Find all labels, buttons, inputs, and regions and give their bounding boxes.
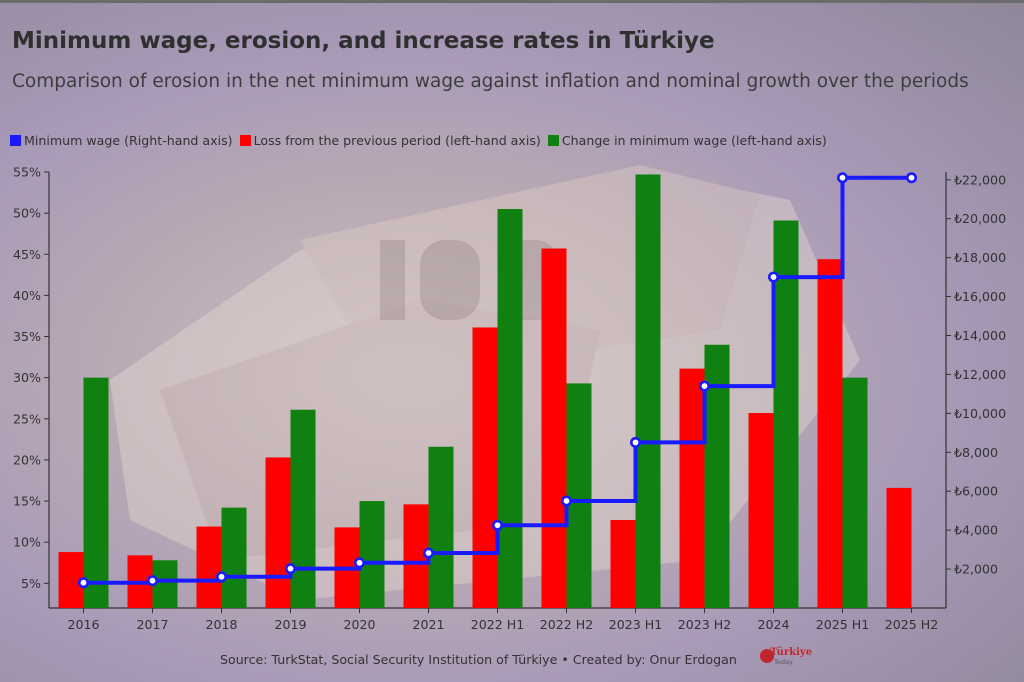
- x-axis-tick-label: 2021: [412, 617, 444, 632]
- left-axis-tick-label: 30%: [13, 370, 41, 385]
- x-axis-tick-label: 2023 H2: [678, 617, 732, 632]
- bar-change: [290, 409, 316, 608]
- chart-subtitle: Comparison of erosion in the net minimum…: [12, 71, 969, 92]
- legend-swatch-blue: [10, 135, 21, 146]
- bar-change: [566, 383, 592, 608]
- x-axis-tick-label: 2022 H2: [540, 617, 594, 632]
- left-axis-tick-label: 45%: [13, 247, 41, 262]
- right-axis-tick-label: ₺8,000: [954, 445, 998, 460]
- minimum-wage-point: [284, 563, 296, 575]
- bar-loss: [748, 413, 774, 608]
- minimum-wage-point: [905, 172, 917, 184]
- legend-swatch-red: [239, 135, 251, 146]
- legend-item-loss: Loss from the previous period (left-hand…: [239, 133, 541, 148]
- x-axis-tick-label: 2017: [136, 617, 168, 632]
- bar-change: [428, 446, 454, 608]
- x-axis-tick-label: 2022 H1: [471, 617, 525, 632]
- right-axis-tick-label: ₺22,000: [954, 172, 1006, 187]
- turkiye-today-logo: Türkiye Today: [760, 646, 812, 670]
- minimum-wage-point: [422, 547, 434, 559]
- right-axis-tick-label: ₺14,000: [954, 328, 1006, 343]
- chart-title: Minimum wage, erosion, and increase rate…: [12, 28, 715, 54]
- bar-loss: [886, 487, 912, 608]
- legend-swatch-green: [547, 135, 559, 146]
- bar-change: [359, 501, 385, 608]
- left-axis-tick-label: 5%: [21, 576, 41, 591]
- legend-item-change: Change in minimum wage (left-hand axis): [547, 133, 827, 148]
- bar-change: [635, 174, 661, 608]
- x-axis-tick-label: 2025 H2: [885, 617, 939, 632]
- bar-change: [83, 377, 109, 608]
- bar-loss: [196, 526, 222, 608]
- logo-subtext: Today: [774, 658, 793, 666]
- minimum-wage-point: [491, 519, 503, 531]
- legend-label: Change in minimum wage (left-hand axis): [561, 133, 827, 148]
- left-axis-tick-label: 50%: [13, 206, 41, 221]
- right-axis-tick-label: ₺6,000: [954, 484, 998, 499]
- right-axis-tick-label: ₺2,000: [954, 562, 998, 577]
- left-axis-tick-label: 15%: [13, 494, 41, 509]
- minimum-wage-point: [560, 495, 572, 507]
- minimum-wage-point: [216, 571, 228, 583]
- legend-label: Loss from the previous period (left-hand…: [253, 133, 541, 148]
- left-axis-tick-label: 40%: [13, 288, 41, 303]
- x-axis-tick-label: 2025 H1: [816, 617, 870, 632]
- minimum-wage-point: [767, 271, 779, 283]
- left-axis-tick-label: 10%: [13, 535, 41, 550]
- bar-change: [773, 220, 799, 609]
- x-axis-tick-label: 2019: [274, 617, 306, 632]
- legend-label: Minimum wage (Right-hand axis): [24, 133, 233, 148]
- left-axis-tick-label: 25%: [13, 411, 41, 426]
- bar-change: [221, 507, 247, 608]
- right-axis-tick-label: ₺4,000: [954, 523, 998, 538]
- x-axis-tick-label: 2024: [757, 617, 789, 632]
- bar-loss: [817, 259, 843, 608]
- minimum-wage-point: [353, 557, 365, 569]
- bar-loss: [541, 248, 567, 608]
- right-axis-tick-label: ₺18,000: [954, 250, 1006, 265]
- left-axis-tick-label: 55%: [13, 165, 41, 180]
- minimum-wage-point: [629, 436, 641, 448]
- bar-loss: [610, 519, 636, 608]
- right-axis-tick-label: ₺10,000: [954, 406, 1006, 421]
- right-axis-tick-label: ₺20,000: [954, 211, 1006, 226]
- legend: Minimum wage (Right-hand axis) Loss from…: [10, 133, 834, 148]
- left-axis-tick-label: 35%: [13, 329, 41, 344]
- bar-change: [497, 209, 523, 609]
- logo-mark: [760, 649, 774, 663]
- bar-change: [842, 377, 868, 608]
- top-border: [0, 0, 1024, 3]
- x-axis-tick-label: 2023 H1: [609, 617, 663, 632]
- bar-loss: [472, 327, 498, 608]
- bar-loss: [679, 368, 705, 608]
- logo-text: Türkiye: [770, 647, 813, 658]
- bar-loss: [265, 457, 291, 608]
- source-note: Source: TurkStat, Social Security Instit…: [220, 652, 737, 667]
- minimum-wage-point: [147, 575, 159, 587]
- x-axis-tick-label: 2020: [343, 617, 375, 632]
- x-axis-tick-label: 2016: [67, 617, 99, 632]
- minimum-wage-point: [78, 577, 90, 589]
- left-axis-tick-label: 20%: [13, 452, 41, 467]
- right-axis-tick-label: ₺16,000: [954, 289, 1006, 304]
- right-axis-tick-label: ₺12,000: [954, 367, 1006, 382]
- minimum-wage-point: [698, 380, 710, 392]
- legend-item-minimum-wage: Minimum wage (Right-hand axis): [10, 133, 233, 148]
- x-axis-tick-label: 2018: [205, 617, 237, 632]
- minimum-wage-point: [836, 172, 848, 184]
